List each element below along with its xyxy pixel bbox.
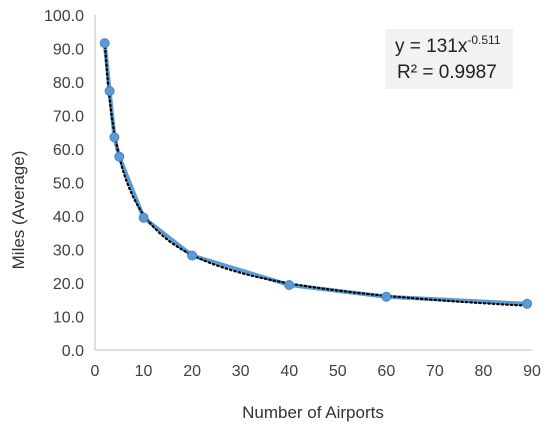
y-tick-label: 40.0 [53,209,84,226]
y-tick-label: 80.0 [53,75,84,92]
data-point [109,132,120,143]
data-point [99,38,110,49]
y-tick-label: 20.0 [53,276,84,293]
x-tick-label: 30 [232,363,250,380]
y-tick-label: 100.0 [44,8,84,25]
x-tick-label: 90 [523,363,541,380]
y-tick-label: 50.0 [53,176,84,193]
x-tick-label: 70 [426,363,444,380]
x-tick-label: 0 [91,363,100,380]
y-tick-label: 30.0 [53,243,84,260]
data-point [138,212,149,223]
equation-box [385,29,513,89]
y-tick-label: 60.0 [53,142,84,159]
x-axis-tick-labels: 0 10 20 30 40 50 60 70 80 90 [91,363,541,380]
y-tick-label: 70.0 [53,109,84,126]
equation-exponent: -0.511 [467,33,500,47]
x-tick-label: 50 [329,363,347,380]
y-axis-title: Miles (Average) [9,151,28,270]
r-squared-text: R² = 0.9987 [397,62,497,83]
x-tick-label: 60 [377,363,395,380]
data-markers [99,38,533,309]
data-point [284,280,295,290]
data-point [522,298,533,309]
trendline-group [103,40,529,307]
data-point [187,250,198,261]
x-tick-label: 80 [475,363,493,380]
y-tick-label: 0.0 [62,343,84,360]
y-tick-label: 10.0 [53,310,84,327]
data-point [381,291,392,302]
data-point [114,151,125,162]
x-tick-label: 40 [280,363,298,380]
x-axis-title: Number of Airports [242,403,384,422]
y-axis-tick-labels: 0.0 10.0 20.0 30.0 40.0 50.0 60.0 70.0 80.0 90.0 1… [44,8,84,360]
data-point [104,86,115,96]
power-trendline [103,40,529,307]
x-tick-label: 20 [183,363,201,380]
equation-text: y = 131x-0.511 [395,33,501,57]
y-tick-label: 90.0 [53,42,84,59]
equation-main: y = 131x [395,36,468,57]
x-tick-label: 10 [135,363,153,380]
